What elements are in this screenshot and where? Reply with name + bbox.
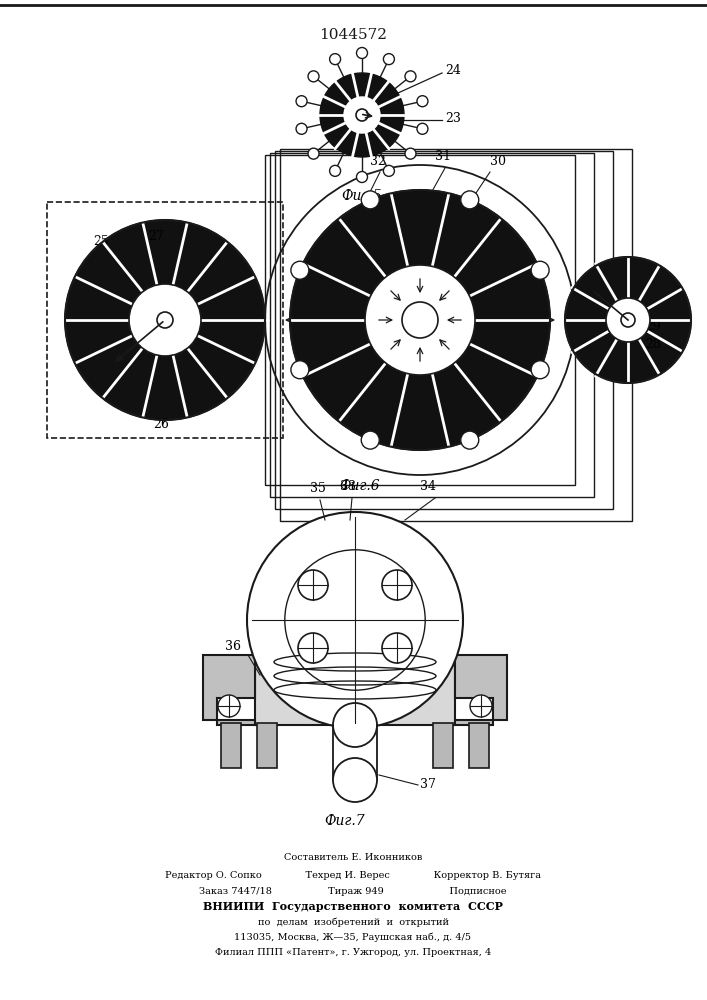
Bar (275, 151, 613, 509)
Bar (221, 723, 241, 768)
Text: 25: 25 (93, 235, 109, 248)
Text: Составитель Е. Иконников: Составитель Е. Иконников (284, 853, 422, 862)
Circle shape (361, 431, 379, 449)
Circle shape (129, 284, 201, 356)
Text: по  делам  изобретений  и  открытий: по делам изобретений и открытий (257, 918, 448, 927)
Text: 26: 26 (153, 418, 169, 431)
Circle shape (296, 123, 307, 134)
Text: 29: 29 (645, 320, 661, 333)
Circle shape (461, 431, 479, 449)
Text: 33: 33 (340, 480, 356, 493)
Circle shape (333, 703, 377, 747)
Text: 31: 31 (435, 150, 451, 163)
Circle shape (382, 633, 412, 663)
Text: Филиал ППП «Патент», г. Ужгород, ул. Проектная, 4: Филиал ППП «Патент», г. Ужгород, ул. Про… (215, 948, 491, 957)
Bar (469, 723, 489, 768)
Circle shape (531, 261, 549, 279)
Bar (433, 723, 453, 768)
Circle shape (621, 313, 635, 327)
Circle shape (405, 148, 416, 159)
Text: Фиг.7: Фиг.7 (325, 814, 366, 828)
Text: Фиг.5: Фиг.5 (341, 189, 382, 203)
Text: 35: 35 (310, 482, 326, 495)
Text: 36: 36 (225, 640, 241, 653)
Circle shape (329, 165, 341, 176)
Text: Заказ 7447/18                  Тираж 949                     Подписное: Заказ 7447/18 Тираж 949 Подписное (199, 887, 507, 896)
Circle shape (417, 96, 428, 107)
Polygon shape (455, 655, 507, 725)
Circle shape (383, 54, 395, 65)
Text: 28: 28 (645, 338, 661, 351)
Circle shape (470, 695, 492, 717)
Polygon shape (565, 257, 691, 383)
Polygon shape (65, 220, 265, 420)
Text: 27: 27 (148, 230, 164, 243)
Text: 34: 34 (420, 480, 436, 493)
Circle shape (247, 512, 463, 728)
Bar (255, 650, 455, 725)
Circle shape (356, 172, 368, 182)
Circle shape (308, 71, 319, 82)
Bar (265, 155, 575, 485)
Circle shape (344, 97, 380, 133)
Circle shape (365, 265, 475, 375)
Text: Фиг.6: Фиг.6 (339, 479, 380, 493)
Circle shape (382, 570, 412, 600)
Polygon shape (290, 190, 550, 450)
Bar (270, 153, 594, 497)
Polygon shape (203, 655, 255, 725)
Circle shape (296, 96, 307, 107)
Circle shape (308, 148, 319, 159)
Text: 1044572: 1044572 (319, 28, 387, 42)
Text: ВНИИПИ  Государственного  комитета  СССР: ВНИИПИ Государственного комитета СССР (203, 901, 503, 912)
Circle shape (402, 302, 438, 338)
Text: Редактор О. Сопко              Техред И. Верес              Корректор В. Бутяга: Редактор О. Сопко Техред И. Верес Коррек… (165, 871, 541, 880)
Text: 23: 23 (445, 112, 461, 125)
Circle shape (356, 109, 368, 121)
Circle shape (298, 570, 328, 600)
Circle shape (333, 758, 377, 802)
Text: 113035, Москва, Ж—35, Раушская наб., д. 4/5: 113035, Москва, Ж—35, Раушская наб., д. … (235, 932, 472, 942)
Bar (280, 149, 632, 521)
Circle shape (298, 633, 328, 663)
Circle shape (329, 54, 341, 65)
Circle shape (531, 361, 549, 379)
Text: 24: 24 (445, 64, 461, 78)
Circle shape (218, 695, 240, 717)
Text: 32: 32 (370, 155, 386, 168)
Text: 37: 37 (420, 778, 436, 791)
Circle shape (291, 361, 309, 379)
Bar (47, 202, 283, 438)
Text: 30: 30 (490, 155, 506, 168)
Circle shape (356, 47, 368, 58)
Bar (257, 723, 277, 768)
Circle shape (157, 312, 173, 328)
Polygon shape (320, 73, 404, 157)
Circle shape (361, 191, 379, 209)
Circle shape (383, 165, 395, 176)
Circle shape (405, 71, 416, 82)
Circle shape (291, 261, 309, 279)
Circle shape (606, 298, 650, 342)
Circle shape (461, 191, 479, 209)
Circle shape (417, 123, 428, 134)
